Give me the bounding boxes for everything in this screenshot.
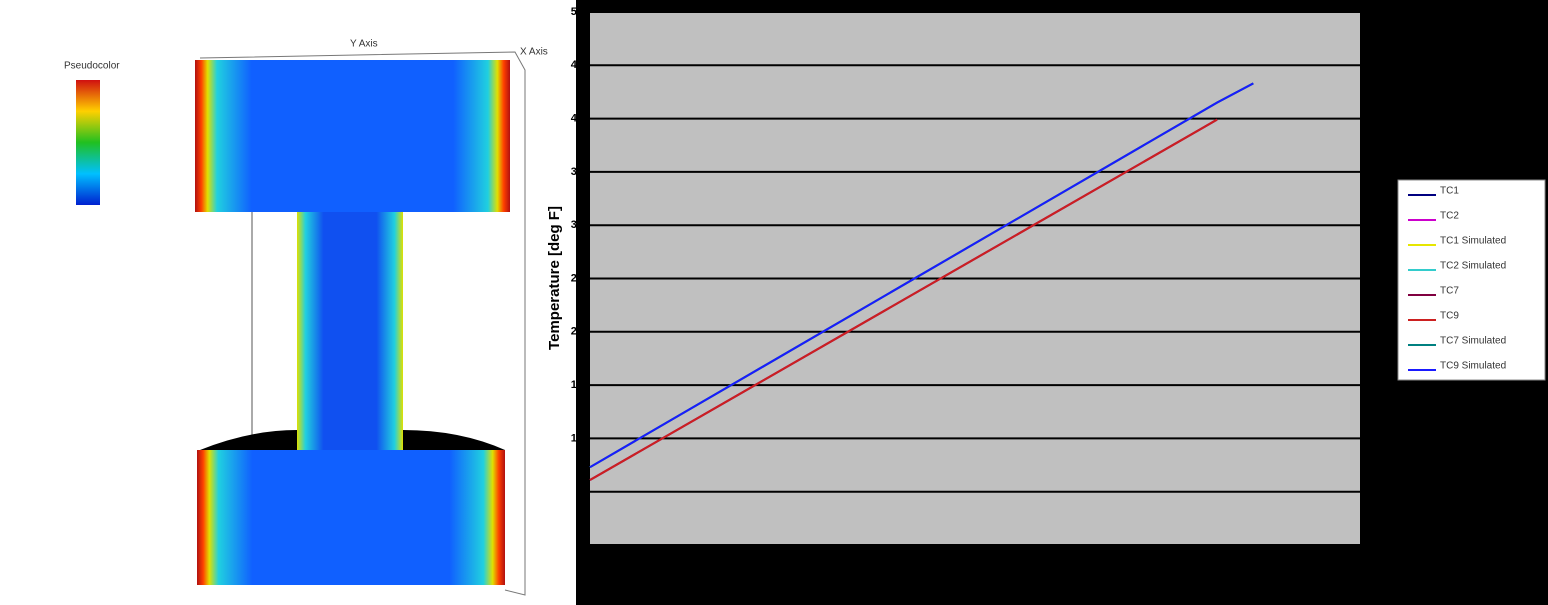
legend-label: TC2 — [1440, 211, 1459, 222]
web — [297, 212, 403, 452]
legend — [1398, 180, 1545, 380]
y-tick-label: 30 — [571, 219, 583, 231]
slide: Pseudocolor Y Axis X Axis Temperature [d… — [0, 0, 1548, 605]
top-flange — [195, 60, 510, 212]
y-tick-label: 15 — [571, 379, 583, 391]
y-tick-label: 45 — [571, 59, 583, 71]
color-bar — [76, 80, 100, 205]
y-axis-title: Temperature [deg F] — [546, 206, 563, 350]
y-tick-label: 25 — [571, 272, 583, 284]
y-tick-label: 10 — [571, 432, 583, 444]
legend-label: TC1 Simulated — [1440, 236, 1506, 247]
y-axis-label: Y Axis — [350, 39, 378, 50]
simulation-panel: Pseudocolor Y Axis X Axis — [0, 0, 576, 605]
bottom-flange — [197, 450, 505, 585]
y-tick-label: 50 — [571, 6, 583, 18]
x-axis-label: X Axis — [520, 47, 548, 58]
legend-label: TC7 Simulated — [1440, 336, 1506, 347]
legend-title: Pseudocolor — [64, 61, 120, 72]
legend-label: TC9 — [1440, 311, 1459, 322]
y-tick-label: 0 — [577, 539, 583, 551]
y-tick-label: 40 — [571, 113, 583, 125]
legend-label: TC1 — [1440, 186, 1459, 197]
legend-label: TC9 Simulated — [1440, 361, 1506, 372]
y-tick-label: 35 — [571, 166, 583, 178]
y-tick-label: 5 — [577, 486, 583, 498]
y-tick-label: 20 — [571, 326, 583, 338]
legend-label: TC2 Simulated — [1440, 261, 1506, 272]
legend-label: TC7 — [1440, 286, 1459, 297]
